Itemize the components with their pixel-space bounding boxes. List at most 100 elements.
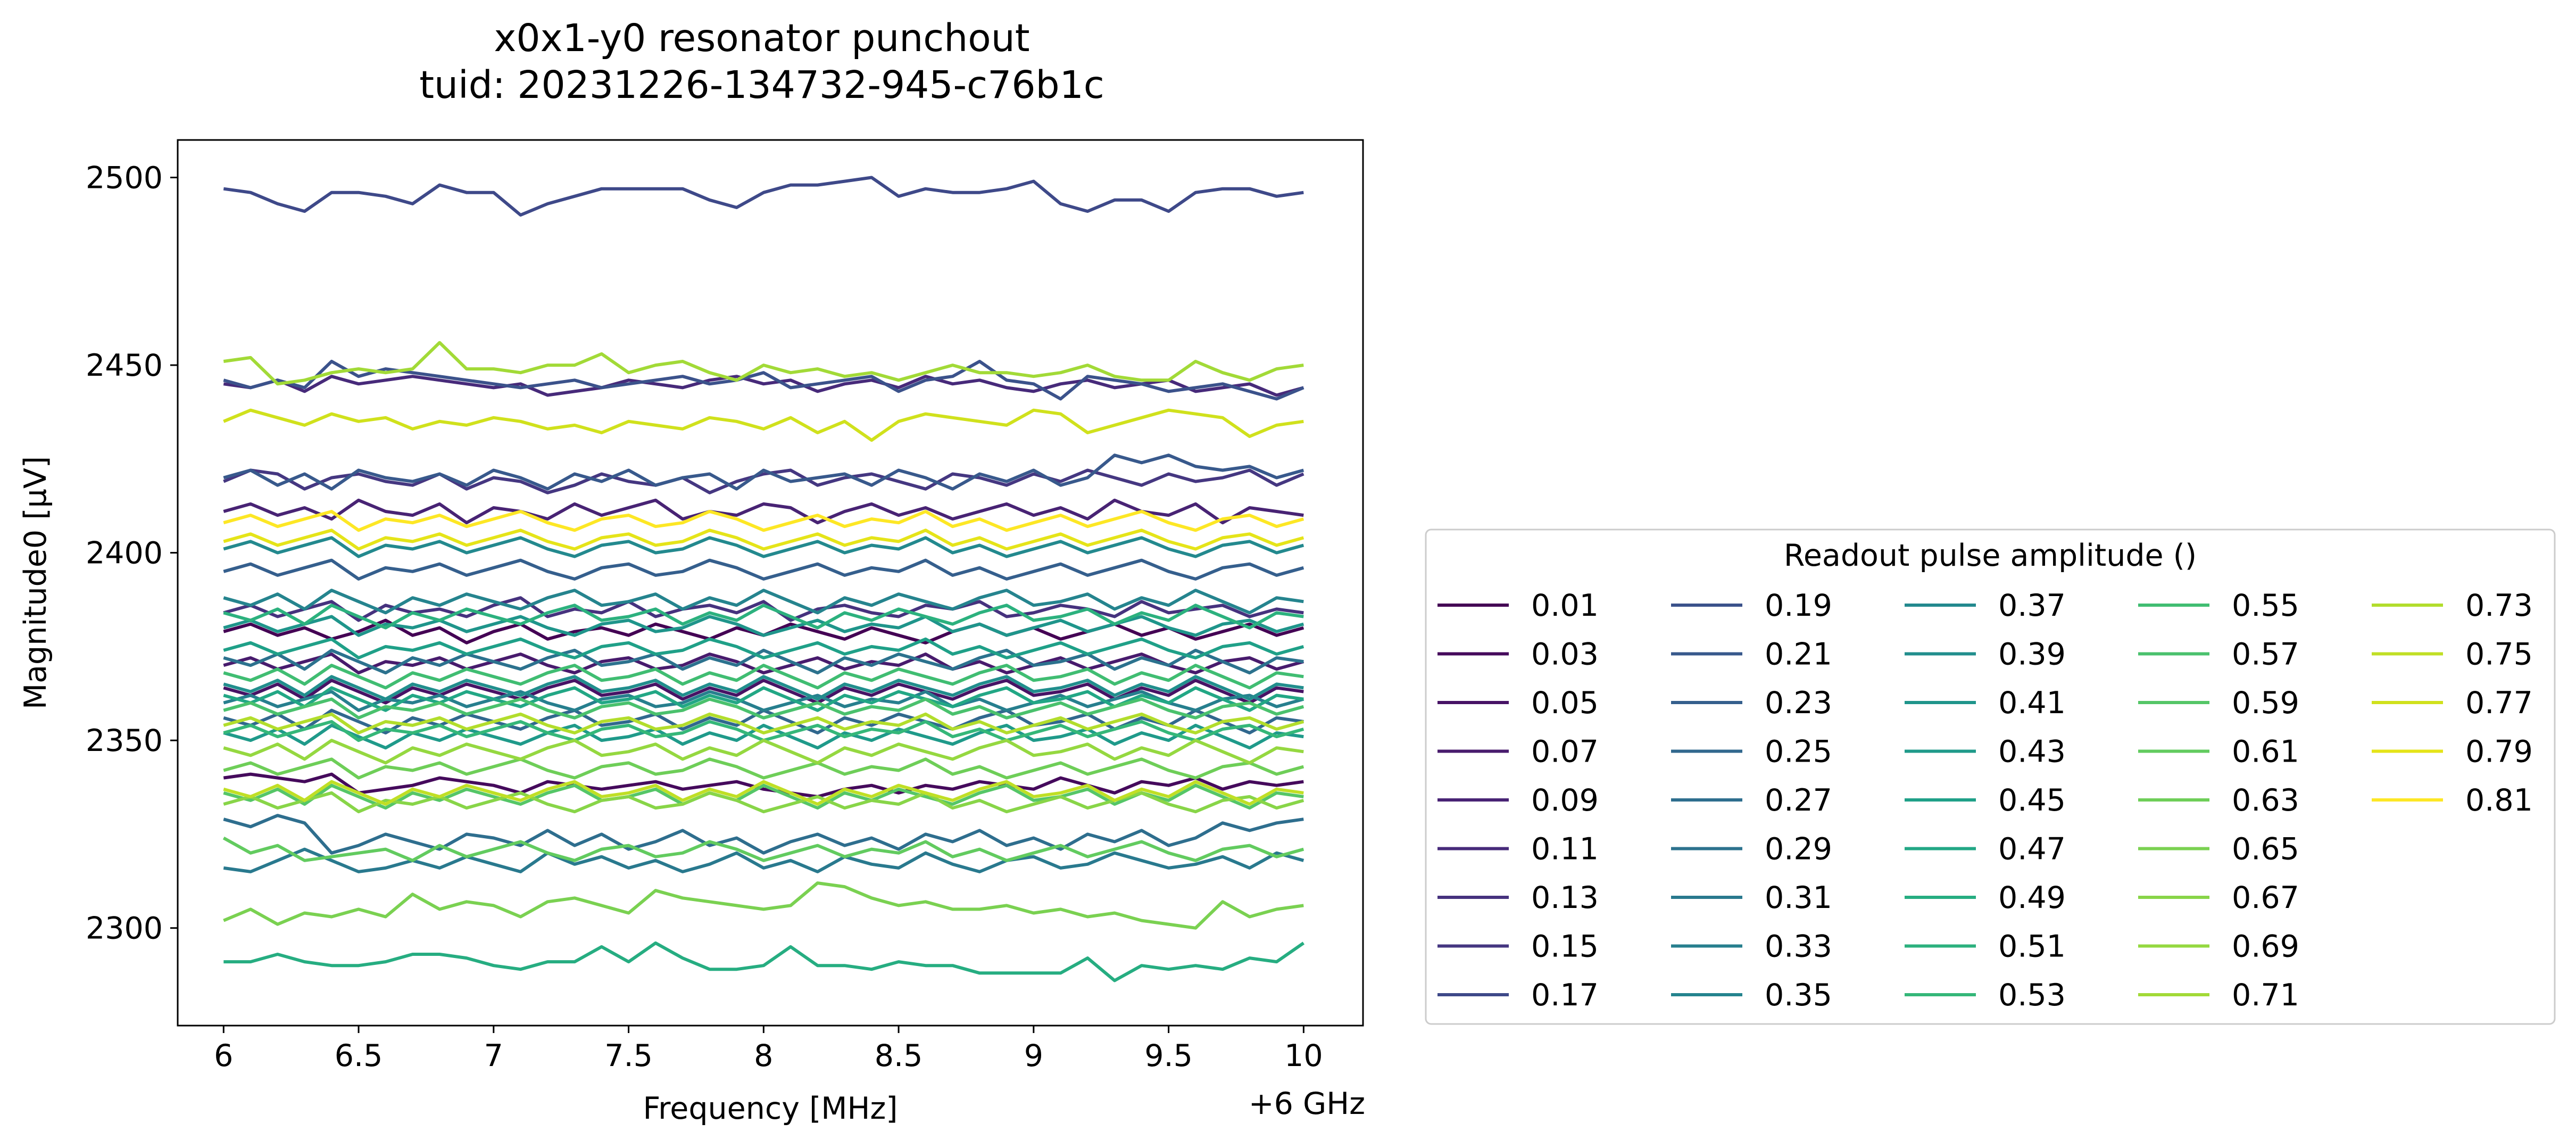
legend-title: Readout pulse amplitude () [1784,538,2197,573]
series-line-0.65 [223,881,1304,930]
series-line-0.31 [223,847,1304,873]
series-line-0.03 [223,772,1304,798]
series-line-0.79 [223,528,1304,551]
legend-label: 0.23 [1765,686,1832,721]
legend-label: 0.67 [2232,880,2299,915]
x-tick-label: 6.5 [335,1038,383,1073]
series-line-0.75 [223,780,1304,806]
legend: Readout pulse amplitude () 0.010.030.050… [1425,528,2556,1025]
series-line-0.71 [223,341,1304,386]
legend-label: 0.25 [1765,734,1832,770]
legend-label: 0.29 [1765,832,1832,867]
legend-label: 0.11 [1531,832,1599,867]
legend-label: 0.39 [1998,637,2066,672]
series-line-0.29 [223,648,1304,675]
legend-label: 0.61 [2232,734,2299,770]
series-line-0.23 [223,558,1304,581]
y-axis-ticks: 2300 2350 2400 2450 2500 [86,161,178,946]
legend-label: 0.77 [2465,686,2533,721]
series-line-0.43 [223,723,1304,750]
x-axis-label: Frequency [MHz] [643,1091,898,1126]
legend-label: 0.05 [1531,686,1599,721]
legend-label: 0.17 [1531,978,1599,1013]
y-axis-label: Magnitude0 [µV] [18,456,53,709]
legend-label: 0.71 [2232,978,2299,1013]
series-line-0.61 [222,836,1304,862]
legend-label: 0.01 [1531,588,1599,623]
x-tick-label: 7.5 [604,1038,653,1073]
legend-label: 0.15 [1531,929,1599,964]
legend-label: 0.35 [1765,978,1832,1013]
x-tick-label: 7 [484,1038,503,1073]
legend-label: 0.37 [1998,588,2066,623]
x-tick-label: 8 [754,1038,773,1073]
legend-label: 0.55 [2232,588,2299,623]
series-line-0.77 [223,408,1304,442]
chart-subtitle: tuid: 20231226-134732-945-c76b1c [419,63,1104,107]
legend-label: 0.09 [1531,783,1599,818]
legend-label: 0.43 [1998,734,2066,770]
series-line-0.59 [223,783,1304,810]
legend-label: 0.57 [2232,637,2299,672]
series-line-0.09 [223,498,1304,525]
series-line-0.27 [223,814,1304,855]
series-line-0.73 [223,712,1304,734]
legend-label: 0.69 [2232,929,2299,964]
y-tick-label: 2500 [86,161,163,196]
plot-frame [177,139,1364,1027]
series-line-0.11 [223,375,1304,397]
series-line-0.35 [223,589,1304,615]
series-line-0.55 [223,664,1304,690]
series-line-0.17 [223,176,1304,217]
series-line-0.69 [223,739,1304,765]
legend-label: 0.63 [2232,783,2299,818]
legend-label: 0.41 [1998,686,2066,721]
legend-label: 0.81 [2465,783,2533,818]
legend-label: 0.45 [1998,783,2066,818]
x-tick-label: 6 [214,1038,233,1073]
series-line-0.57 [223,697,1304,720]
legend-label: 0.59 [2232,686,2299,721]
legend-label: 0.51 [1998,929,2066,964]
y-tick-label: 2350 [86,723,163,758]
series-line-0.51 [223,604,1304,630]
x-tick-label: 8.5 [875,1038,923,1073]
series-line-0.21 [223,453,1304,491]
legend-label: 0.53 [1998,978,2066,1013]
legend-label: 0.19 [1765,588,1832,623]
legend-label: 0.65 [2232,832,2299,867]
series-line-0.37 [223,536,1304,558]
legend-label: 0.33 [1765,929,1832,964]
y-tick-label: 2400 [86,536,163,571]
series-line-0.45 [223,637,1304,659]
legend-label: 0.07 [1531,734,1599,770]
legend-label: 0.73 [2465,588,2533,623]
legend-label: 0.47 [1998,832,2066,867]
legend-label: 0.13 [1531,880,1599,915]
series-line-0.49 [223,941,1305,982]
x-tick-label: 9 [1024,1038,1043,1073]
series-line-0.13 [223,596,1304,622]
x-tick-label: 9.5 [1144,1038,1193,1073]
legend-label: 0.03 [1531,637,1599,672]
legend-label: 0.49 [1998,880,2066,915]
series-lines [222,176,1305,982]
chart-title: x0x1-y0 resonator punchout [494,16,1030,60]
legend-label: 0.75 [2465,637,2533,672]
x-axis-ticks: 6 6.5 7 7.5 8 8.5 9 9.5 10 [214,1026,1323,1073]
series-line-0.15 [223,468,1304,494]
y-tick-label: 2450 [86,348,163,383]
series-line-0.39 [223,675,1304,701]
legend-label: 0.21 [1765,637,1832,672]
x-offset-label: +6 GHz [1249,1086,1365,1121]
legend-entries: 0.01 0.03 0.05 0.07 0.09 0.11 0.13 0.15 0.17 0.19… [1437,588,2533,1013]
series-line-0.81 [223,510,1304,532]
legend-label: 0.27 [1765,783,1832,818]
legend-label: 0.79 [2465,734,2533,770]
series-line-0.63 [223,757,1304,780]
legend-label: 0.31 [1765,880,1832,915]
x-tick-label: 10 [1284,1038,1323,1073]
y-tick-label: 2300 [86,911,163,946]
